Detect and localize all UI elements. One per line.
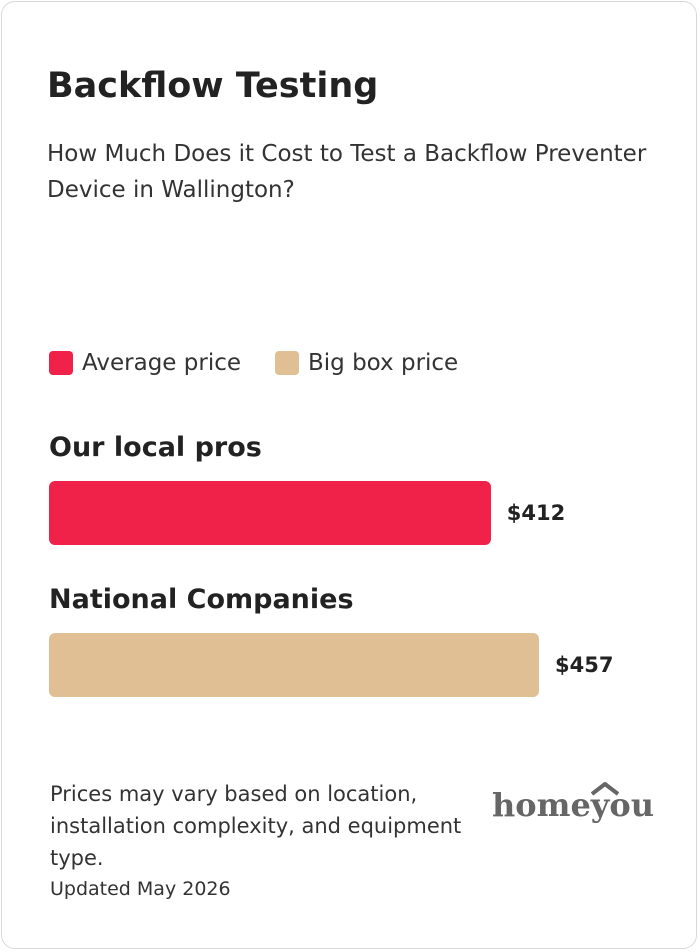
legend-label: Big box price: [308, 350, 459, 376]
bar: [49, 633, 539, 697]
legend-item: Average price: [49, 350, 241, 376]
category-label: Our local pros: [49, 432, 262, 463]
value-label: $412: [506, 501, 566, 525]
footer-note: Prices may vary based on location, insta…: [50, 782, 462, 870]
chart-subtitle: How Much Does it Cost to Test a Backflow…: [47, 141, 647, 203]
legend-label: Average price: [82, 350, 242, 376]
legend-swatch: [49, 351, 73, 375]
value-label: $457: [555, 653, 614, 677]
logo: homeyou: [492, 782, 654, 824]
legend-item: Big box price: [275, 350, 458, 376]
legend-swatch: [275, 351, 299, 375]
chart-title: Backflow Testing: [47, 66, 379, 106]
logo-text: homeyou: [492, 786, 654, 824]
logo-roof: [590, 782, 620, 796]
bar: [49, 481, 491, 545]
category-label: National Companies: [49, 584, 354, 615]
updated-date: Updated May 2026: [50, 878, 231, 900]
